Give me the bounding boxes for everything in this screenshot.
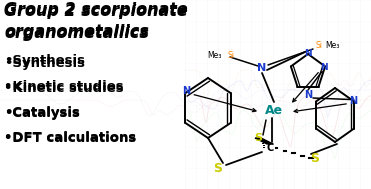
Text: N: N xyxy=(320,63,328,72)
Text: •Kinetic studies: •Kinetic studies xyxy=(4,82,124,95)
Text: S: S xyxy=(254,133,262,143)
Text: •Catalysis: •Catalysis xyxy=(4,106,80,119)
Text: •DFT calculations: •DFT calculations xyxy=(4,131,136,144)
Text: N: N xyxy=(304,90,312,100)
Text: •Catalysis: •Catalysis xyxy=(4,107,80,120)
Text: organometallics: organometallics xyxy=(4,26,149,41)
Text: Group 2 scorpionate: Group 2 scorpionate xyxy=(4,4,188,19)
Text: N: N xyxy=(257,63,267,73)
Polygon shape xyxy=(255,138,273,144)
Text: •Synthesis: •Synthesis xyxy=(4,57,85,70)
Text: C: C xyxy=(266,143,274,153)
Text: S: S xyxy=(213,161,223,174)
Text: Si: Si xyxy=(315,40,322,50)
Text: Me₃: Me₃ xyxy=(208,50,222,60)
Text: •DFT calculations: •DFT calculations xyxy=(4,132,136,145)
Text: •Kinetic studies: •Kinetic studies xyxy=(4,80,124,93)
Text: N: N xyxy=(349,95,357,105)
Text: Group 2 scorpionate: Group 2 scorpionate xyxy=(4,2,188,17)
Text: Me₃: Me₃ xyxy=(325,40,339,50)
Text: N: N xyxy=(304,49,312,57)
Text: Ae: Ae xyxy=(265,104,283,116)
Text: S: S xyxy=(311,152,319,164)
Text: organometallics: organometallics xyxy=(4,24,149,39)
Text: N: N xyxy=(183,86,191,96)
Text: •Synthesis: •Synthesis xyxy=(4,54,85,67)
Text: Si: Si xyxy=(227,50,234,60)
